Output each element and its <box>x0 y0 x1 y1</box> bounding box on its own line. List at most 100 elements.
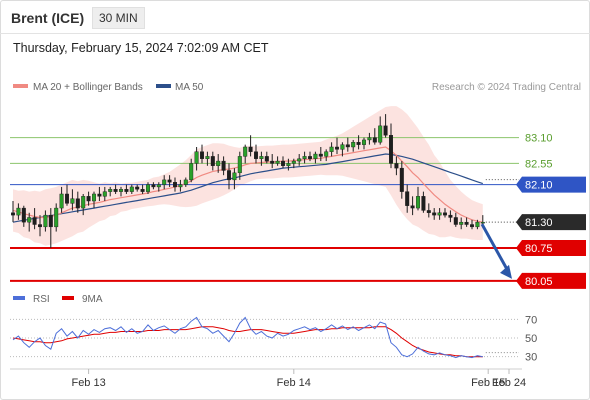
candle-body <box>27 217 32 223</box>
candle <box>335 137 340 155</box>
candle <box>281 156 286 169</box>
rsi-ma-legend-label: 9MA <box>82 294 103 305</box>
candle <box>464 217 469 227</box>
candle <box>437 208 442 220</box>
candle <box>221 156 226 176</box>
candle <box>59 186 64 213</box>
last-label: 81.30 <box>525 217 553 229</box>
candle-body <box>362 139 367 145</box>
candle <box>237 151 242 180</box>
pivot-label-tag <box>516 176 586 193</box>
candle-body <box>443 212 448 216</box>
candle-body <box>372 137 377 143</box>
support-label: 80.75 <box>525 243 553 255</box>
candle-body <box>183 179 188 185</box>
candle <box>70 189 75 211</box>
candle <box>194 146 199 171</box>
candle <box>459 217 464 230</box>
candle <box>178 179 183 192</box>
candle <box>351 139 356 152</box>
candle <box>205 151 210 166</box>
candle-body <box>426 210 431 213</box>
candle <box>313 151 318 164</box>
candle <box>189 158 194 183</box>
support-label: 80.05 <box>525 276 553 288</box>
candle-body <box>378 125 383 143</box>
candle-body <box>453 217 458 225</box>
candle <box>362 137 367 150</box>
candle <box>140 184 145 194</box>
candle-body <box>324 151 329 157</box>
timeframe-button[interactable]: 30 MIN <box>92 7 145 29</box>
resistance-label: 83.10 <box>525 133 553 145</box>
candle-body <box>389 135 394 164</box>
candle-body <box>10 212 15 216</box>
candle-body <box>480 221 485 224</box>
candle-body <box>91 193 96 202</box>
candle <box>389 123 394 169</box>
candle-body <box>210 156 215 166</box>
candle-body <box>205 156 210 159</box>
level-labels: 83.10 82.55 82.10 81.30 80.75 80.05 <box>516 133 586 289</box>
candle <box>97 186 102 202</box>
candle <box>216 154 221 173</box>
candle-body <box>356 142 361 145</box>
bollinger-band <box>13 106 483 246</box>
candle <box>340 142 345 157</box>
candle-body <box>351 142 356 148</box>
candle-body <box>135 186 140 190</box>
candle <box>43 210 48 232</box>
candle-body <box>243 146 248 157</box>
ma50-line <box>12 153 483 223</box>
candle-body <box>437 212 442 216</box>
candle <box>394 156 399 176</box>
candle-body <box>124 189 129 192</box>
candle <box>21 205 26 227</box>
research-credit: Research © 2024 Trading Central <box>432 82 581 93</box>
candle <box>286 158 291 171</box>
candle <box>324 149 329 162</box>
candle <box>432 208 437 220</box>
candle-body <box>102 191 107 197</box>
candle <box>172 177 177 192</box>
candle-body <box>199 151 204 159</box>
candle <box>64 184 69 206</box>
candle <box>378 116 383 145</box>
candle <box>453 212 458 227</box>
candle-body <box>70 198 75 204</box>
candle <box>156 182 161 192</box>
candle <box>399 161 404 199</box>
candle-body <box>97 193 102 197</box>
candles <box>10 114 485 249</box>
candle <box>345 137 350 152</box>
candle-body <box>156 184 161 188</box>
candle <box>113 184 118 194</box>
candle-body <box>394 163 399 169</box>
candle-body <box>421 196 426 211</box>
candle <box>151 182 156 190</box>
candle-body <box>340 144 345 150</box>
candle-body <box>308 156 313 159</box>
candle <box>162 175 167 190</box>
support-label-tag <box>516 272 586 289</box>
candle-body <box>145 184 150 192</box>
candle-body <box>270 160 275 164</box>
candle-body <box>367 137 372 141</box>
candle <box>308 151 313 162</box>
candle-body <box>302 156 307 159</box>
candle-body <box>86 196 91 202</box>
candle <box>475 219 480 230</box>
candle <box>210 151 215 171</box>
candle <box>75 191 80 213</box>
rsi-line <box>12 316 483 359</box>
candle <box>470 219 475 230</box>
candle <box>329 142 334 157</box>
candle-body <box>470 224 475 228</box>
candle-body <box>329 146 334 152</box>
rsi-ma-legend-swatch <box>62 296 74 300</box>
candle <box>145 182 150 194</box>
candle-body <box>178 184 183 188</box>
candle-body <box>38 224 43 228</box>
candle-body <box>416 196 421 209</box>
